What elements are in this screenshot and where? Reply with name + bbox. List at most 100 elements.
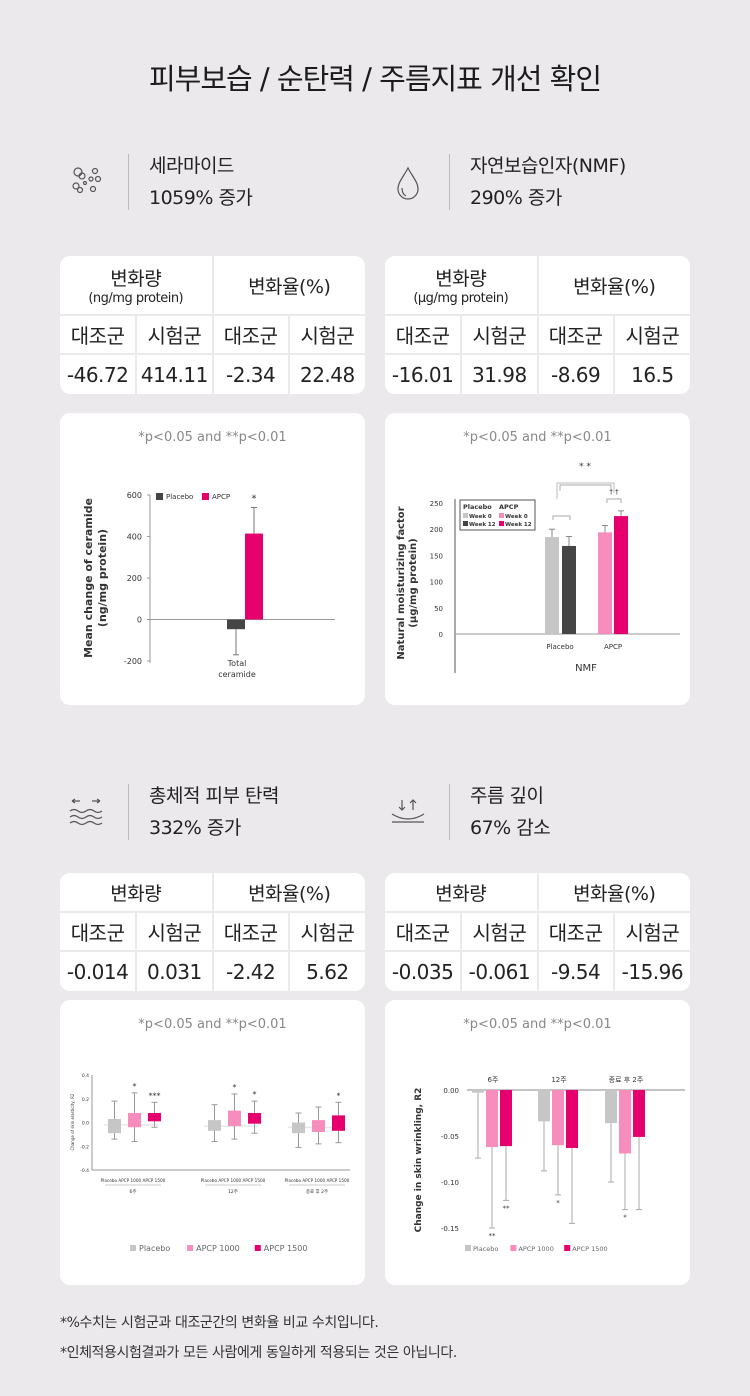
x-group-series-label: Placebo APCP 1000 APCP 1500 [201,1178,266,1183]
y-tick-label: 0.0 [82,1121,89,1127]
legend-swatch [187,1245,194,1251]
wrinkle-depth-icon [385,792,431,832]
bar-placebo [605,1090,617,1124]
significance-note: *p<0.05 and **p<0.01 [138,1017,287,1032]
col-test: 시험군 [460,912,539,952]
y-tick-label: -0.2 [80,1144,89,1150]
y-tick-label: 100 [430,579,443,587]
bar-placebo [472,1090,484,1093]
legend-swatch [499,513,504,518]
legend-label: APCP 1500 [572,1245,607,1253]
box-apcp-1500 [248,1113,261,1124]
col-test: 시험군 [460,315,539,355]
summary-name: 자연보습인자(NMF) [470,155,626,177]
col-control: 대조군 [60,315,138,355]
legend-label: Placebo [166,493,193,501]
value-cell: -0.014 [60,951,138,991]
col-control: 대조군 [536,315,615,355]
y-axis-label: (µg/mg protein) [408,538,419,627]
value-cell: 22.48 [287,354,365,394]
bar-apcp-1500 [566,1090,578,1148]
summary-name: 주름 깊이 [470,785,544,807]
legend-label: Week 12 [505,522,532,528]
summary-result: 1059% 증가 [149,187,253,209]
legend-swatch [202,493,209,500]
rate-header: 변화율(%) [536,256,690,316]
box-placebo [108,1118,121,1134]
x-tick-label: Total [227,659,247,668]
y-tick-label: 250 [430,500,443,508]
significance-mark: * [556,1199,560,1207]
summary-name: 총체적 피부 탄력 [149,785,279,807]
significance-mark: * [623,1214,627,1222]
significance-bracket [552,515,571,520]
value-cell: -2.34 [211,354,290,394]
legend-group-label: APCP [499,503,519,511]
significance-mark: ** [489,1232,497,1240]
y-tick-label: 50 [434,605,443,613]
wrinkle-chart-card: *p<0.05 and **p<0.01 0.00 -0.05 -0.10 -0.15 C… [385,1000,690,1285]
value-cell: -46.72 [60,354,138,394]
chart-svg: 0.4 0.2 0.0 -0.2 -0.4 Change of skin elastici… [70,1073,350,1253]
bar-apcp-1000 [619,1090,631,1154]
y-tick-label: -0.15 [441,1225,459,1233]
col-control: 대조군 [60,912,138,952]
summary-result: 67% 감소 [470,817,551,839]
chart-svg: 250 200 150 100 50 0 Natural moisturizing fact… [396,462,680,674]
significance-mark: * [252,493,257,504]
col-test: 시험군 [287,315,365,355]
value-cell: -15.96 [612,951,690,991]
x-group-label: 종료 후 2주 [609,1076,644,1084]
summary-name: 세라마이드 [149,155,234,177]
col-control: 대조군 [211,315,290,355]
significance-note: *p<0.05 and **p<0.01 [463,1017,612,1032]
box-apcp-1500 [148,1113,161,1122]
x-group-label: 6주 [129,1189,136,1195]
divider [449,784,450,840]
divider [128,154,129,210]
x-group-series-label: Placebo APCP 1000 APCP 1500 [101,1178,166,1183]
y-axis-label: Mean change of ceramide [82,498,95,658]
summary-nmf: 자연보습인자(NMF) 290% 증가 [385,152,626,212]
significance-mark: * [233,1083,237,1092]
box-apcp-1000 [228,1110,241,1127]
y-axis-label: Change of skin elasticity, R2 [70,1093,75,1150]
x-group-label: 6주 [488,1076,499,1084]
value-cell: 414.11 [135,354,214,394]
nmf-chart-card: *p<0.05 and **p<0.01 250 200 150 100 50 0 Natur… [385,413,690,705]
value-cell: -2.42 [211,951,290,991]
legend-swatch [564,1245,571,1251]
footnote: *%수치는 시험군과 대조군간의 변화율 비교 수치입니다. [60,1315,379,1331]
legend-swatch [499,521,504,526]
bar-placebo-week12 [562,545,576,634]
y-tick-label: -0.05 [441,1133,459,1141]
legend-label: APCP 1000 [196,1244,240,1253]
bar-placebo-week0 [545,537,559,634]
box-apcp-1500 [332,1115,345,1131]
col-control: 대조군 [385,315,463,355]
value-cell: -0.035 [385,951,463,991]
y-tick-label: 0.4 [82,1073,89,1079]
bar-apcp-week12 [614,516,628,634]
bar-apcp-1000 [552,1090,564,1146]
nmf-table: 변화량 (µg/mg protein) 변화율(%) 대조군 시험군 대조군 시험군 -1… [385,256,690,394]
y-axis-label: (ng/mg protein) [96,529,109,627]
box-apcp-1000 [128,1113,141,1128]
x-group-label: 12주 [551,1076,567,1084]
value-cell: -0.061 [460,951,539,991]
y-tick-label: 200 [430,526,443,534]
x-group-label: 12주 [228,1189,238,1195]
legend-label: Week 12 [469,522,496,528]
value-cell: -8.69 [536,354,615,394]
y-axis-label: Change in skin wrinkling, R2 [414,1088,424,1233]
value-cell: -9.54 [536,951,615,991]
box-apcp-1000 [312,1120,325,1132]
legend-box [459,499,536,531]
amount-header: 변화량 [385,873,539,913]
significance-mark: * [253,1090,257,1099]
col-test: 시험군 [135,912,214,952]
x-tick-label: Placebo [546,643,573,651]
box-placebo [292,1122,305,1134]
significance-mark: ** [503,1204,511,1212]
significance-mark: *** [149,1091,161,1100]
